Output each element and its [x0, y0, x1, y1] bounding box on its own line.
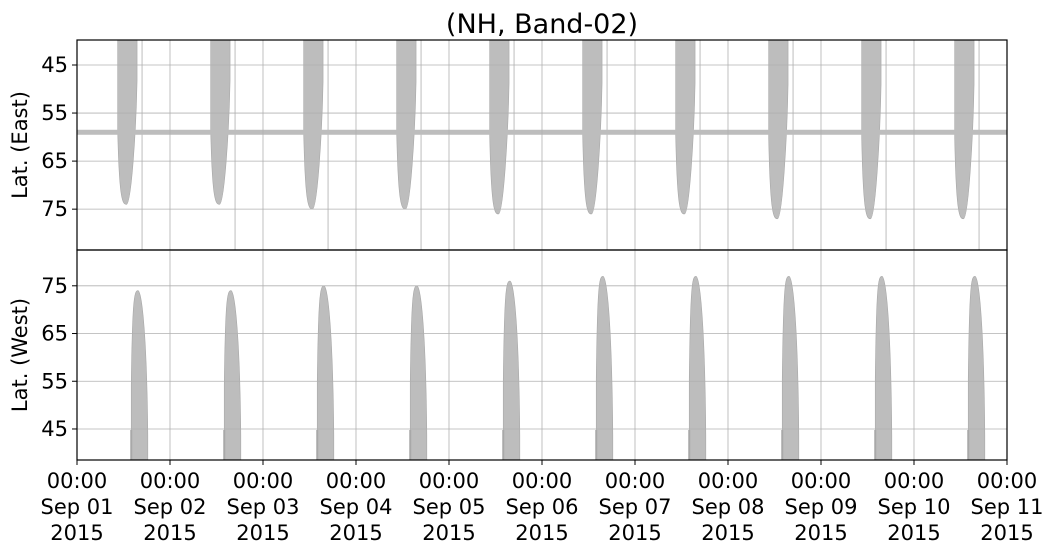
west-y-tick-label: 75 [41, 274, 68, 298]
east-swath [303, 39, 324, 210]
east-swath [768, 39, 789, 220]
east-swath [117, 39, 138, 205]
x-tick-label: 00:00 Sep 10 2015 [878, 469, 951, 545]
x-tick-label: 00:00 Sep 03 2015 [227, 469, 300, 545]
west-swath [409, 285, 428, 461]
west-gridlines [77, 250, 1007, 460]
west-y-axis-label: Lat. (West) [8, 298, 32, 412]
east-swath [396, 39, 417, 210]
west-swath [688, 275, 707, 461]
east-swath [210, 39, 231, 205]
x-tick-label: 00:00 Sep 05 2015 [413, 469, 486, 545]
west-swath [967, 275, 986, 461]
x-axis: 00:00 Sep 01 2015 00:00 Sep 02 2015 00:00 Sep 0… [41, 460, 1044, 545]
west-swath [316, 285, 335, 461]
east-y-tick-label: 55 [41, 101, 68, 125]
west-panel: 45 55 65 75 Lat. (West) [8, 249, 1008, 461]
east-y-tick-label: 45 [41, 53, 68, 77]
east-y-axis: 45 55 65 75 [41, 53, 77, 221]
east-y-axis-label: Lat. (East) [8, 91, 32, 199]
x-tick-label: 00:00 Sep 08 2015 [692, 469, 765, 545]
west-y-tick-label: 55 [41, 369, 68, 393]
west-swath [502, 280, 521, 461]
east-gridlines [77, 40, 1007, 250]
x-tick-label: 00:00 Sep 04 2015 [320, 469, 393, 545]
chart-title: (NH, Band-02) [446, 9, 638, 40]
x-tick-label: 00:00 Sep 11 2015 [971, 469, 1044, 545]
west-swath [595, 275, 614, 461]
west-swath [130, 290, 149, 461]
x-tick-label: 00:00 Sep 07 2015 [599, 469, 672, 545]
east-swath [489, 39, 510, 215]
east-y-tick-label: 65 [41, 149, 68, 173]
east-swath [582, 39, 603, 215]
east-swath [954, 39, 975, 220]
east-panel: 45 55 65 75 Lat. (East) [8, 39, 1008, 251]
east-y-tick-label: 75 [41, 197, 68, 221]
west-swaths [130, 275, 986, 461]
x-tick-label: 00:00 Sep 01 2015 [41, 469, 114, 545]
x-tick-label: 00:00 Sep 09 2015 [785, 469, 858, 545]
west-swath [781, 275, 800, 461]
west-y-axis: 45 55 65 75 [41, 274, 77, 441]
west-swath [874, 275, 893, 461]
x-tick-label: 00:00 Sep 06 2015 [506, 469, 579, 545]
x-tick-label: 00:00 Sep 02 2015 [134, 469, 207, 545]
west-swath [223, 290, 242, 461]
east-swath [675, 39, 696, 215]
west-y-tick-label: 65 [41, 322, 68, 346]
east-swath [861, 39, 882, 220]
west-y-tick-label: 45 [41, 417, 68, 441]
